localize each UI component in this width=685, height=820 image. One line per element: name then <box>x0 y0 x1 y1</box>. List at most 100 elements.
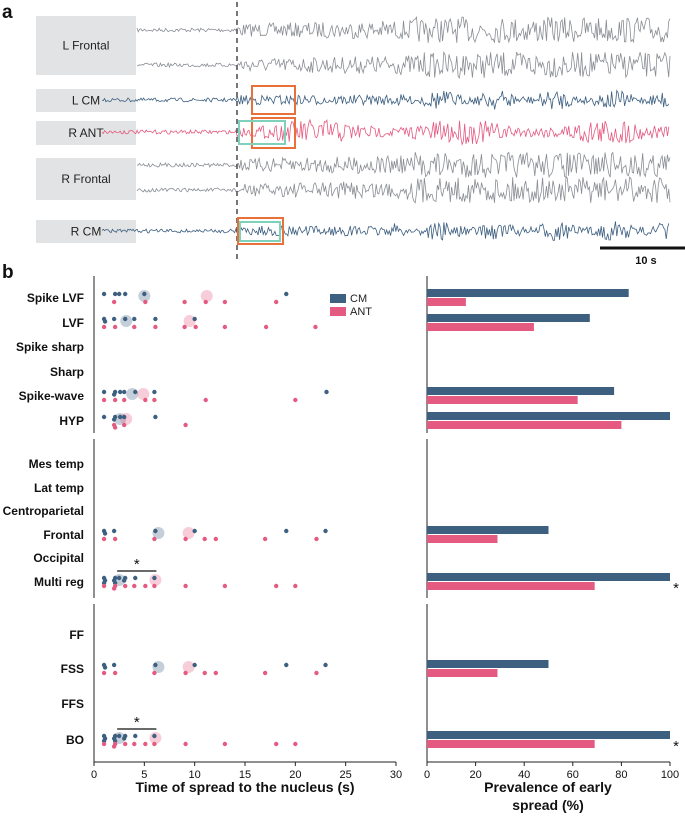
ant-point <box>153 324 158 330</box>
cm-point <box>192 662 197 668</box>
ant-point <box>112 397 118 403</box>
category-label-spike-sharp: Spike sharp <box>16 340 84 354</box>
panel-b-scatter-chart: Spike LVF LVF Spike sharp Sharp Spike-wave HY… <box>3 276 402 781</box>
ant-point <box>293 741 298 747</box>
bar-x-tick-label: 40 <box>518 769 530 781</box>
ant-point <box>213 670 218 676</box>
cm-point <box>122 736 127 741</box>
category-label-multi-reg: Multi reg <box>34 575 84 589</box>
scatter-x-tick-label: 20 <box>289 769 301 781</box>
bar-x-tick-label: 100 <box>661 769 679 781</box>
cm-point <box>132 316 137 322</box>
bar-significance-star: * <box>673 738 679 755</box>
ant-point <box>101 536 107 542</box>
category-label-sharp: Sharp <box>50 365 84 379</box>
cm-point <box>117 414 123 420</box>
ant-mean-bubble <box>183 315 196 327</box>
ant-mean-bubble <box>137 388 150 400</box>
category-label-lvf: LVF <box>62 316 84 330</box>
ant-point <box>101 397 107 403</box>
channel-label: R CM <box>71 225 102 239</box>
cm-point <box>102 665 108 670</box>
ant-mean-bubble <box>149 732 162 744</box>
cm-point <box>153 662 158 668</box>
bar-ant-spike-wave <box>427 396 578 404</box>
ant-point <box>132 741 137 747</box>
scatter-x-tick-label: 15 <box>239 769 251 781</box>
cm-point <box>101 389 107 395</box>
green-highlight-box-rant <box>238 120 286 145</box>
cm-point <box>123 291 128 297</box>
cm-point <box>116 291 122 297</box>
cm-point <box>153 528 158 534</box>
ant-point <box>122 397 127 403</box>
eeg-trace-r-frontal-0 <box>136 151 671 179</box>
cm-point <box>112 291 118 297</box>
ant-point <box>152 741 157 747</box>
scatter-x-tick-label: 5 <box>141 769 147 781</box>
scatter-x-tick-label: 30 <box>390 769 402 781</box>
cm-point <box>152 389 157 395</box>
channel-label-box <box>36 158 136 200</box>
bar-cm-spike-lvf <box>427 289 629 297</box>
ant-point <box>143 583 148 589</box>
significance-star: * <box>134 556 140 573</box>
cm-point <box>122 389 127 395</box>
ant-point <box>182 324 187 330</box>
ant-point <box>213 536 218 542</box>
category-label-frontal: Frontal <box>43 528 84 542</box>
bar-cm-frontal <box>427 526 549 534</box>
cm-point <box>122 578 127 583</box>
ant-point <box>314 536 319 542</box>
ant-point <box>111 586 117 591</box>
cm-point <box>152 575 157 581</box>
cm-point <box>133 575 138 581</box>
ant-mean-bubble <box>200 290 213 302</box>
legend-label-cm: CM <box>350 293 367 305</box>
bar-ant-fss <box>427 669 498 677</box>
bar-cm-fss <box>427 660 549 668</box>
ant-point <box>262 670 268 676</box>
legend-swatch-cm <box>330 294 346 303</box>
ant-point <box>111 299 117 305</box>
ant-point <box>101 670 107 676</box>
channel-label-box <box>36 121 136 145</box>
ant-point <box>123 741 128 747</box>
ant-point <box>152 583 157 589</box>
cm-point <box>153 414 158 420</box>
bar-cm-spike-wave <box>427 387 615 395</box>
bar-x-axis-title-line2: spread (%) <box>512 797 584 813</box>
ant-point <box>262 536 268 542</box>
bar-ant-multi-reg <box>427 582 595 590</box>
ant-point <box>152 397 157 403</box>
cm-point <box>323 528 328 534</box>
ant-point <box>152 536 157 542</box>
ant-point <box>122 422 127 428</box>
cm-point <box>284 662 289 668</box>
cm-point <box>153 316 158 322</box>
cm-point <box>192 528 197 534</box>
eeg-trace-l-frontal-1 <box>136 50 671 80</box>
channel-label: R Frontal <box>61 172 110 186</box>
bar-ant-spike-lvf <box>427 298 466 306</box>
scatter-x-axis-title: Time of spread to the nucleus (s) <box>135 779 354 795</box>
significance-star: * <box>134 714 140 731</box>
ant-point <box>183 670 188 676</box>
category-label-fss: FSS <box>61 662 84 676</box>
channel-label-box <box>36 89 136 112</box>
ant-point <box>183 741 188 747</box>
cm-point <box>122 414 127 420</box>
cm-point <box>133 389 138 395</box>
bar-x-tick-label: 80 <box>615 769 627 781</box>
cm-point <box>284 291 289 297</box>
bar-cm-bo <box>427 731 670 739</box>
bar-cm-lvf <box>427 314 590 322</box>
ant-mean-bubble <box>149 574 162 586</box>
eeg-trace-l-cm-0 <box>101 89 670 110</box>
ant-point <box>112 324 118 330</box>
ant-point <box>112 670 118 676</box>
category-label-mes-temp: Mes temp <box>29 457 84 471</box>
ant-point <box>293 583 298 589</box>
ant-point <box>112 425 118 430</box>
orange-highlight-box-rcm <box>237 217 284 245</box>
